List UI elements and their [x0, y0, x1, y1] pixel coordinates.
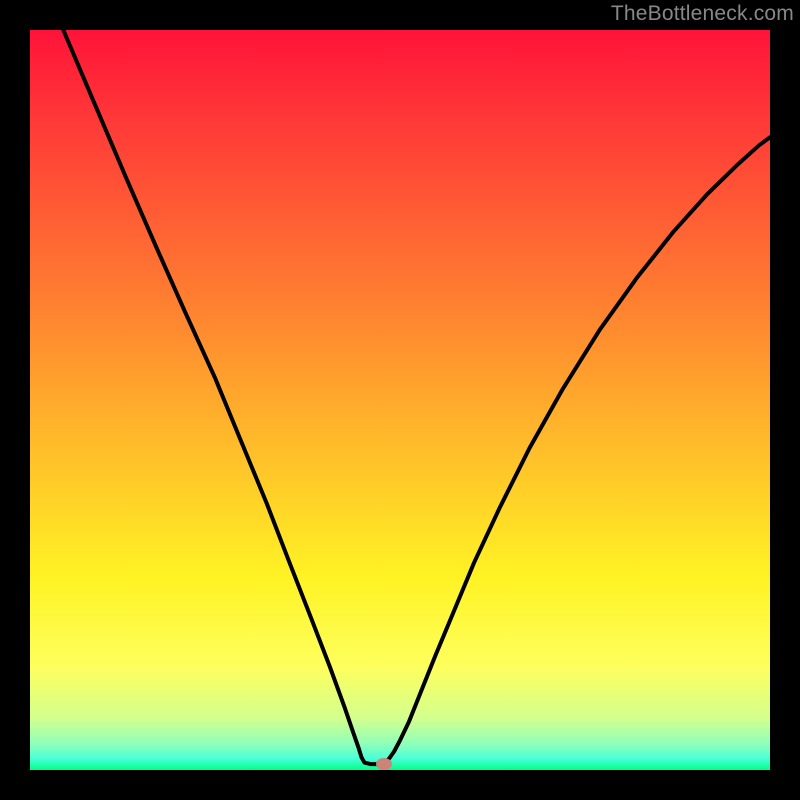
curve-minimum-marker — [376, 758, 392, 770]
plot-frame — [30, 30, 770, 770]
watermark-label: TheBottleneck.com — [611, 2, 794, 26]
plot-gradient-background — [30, 30, 770, 770]
